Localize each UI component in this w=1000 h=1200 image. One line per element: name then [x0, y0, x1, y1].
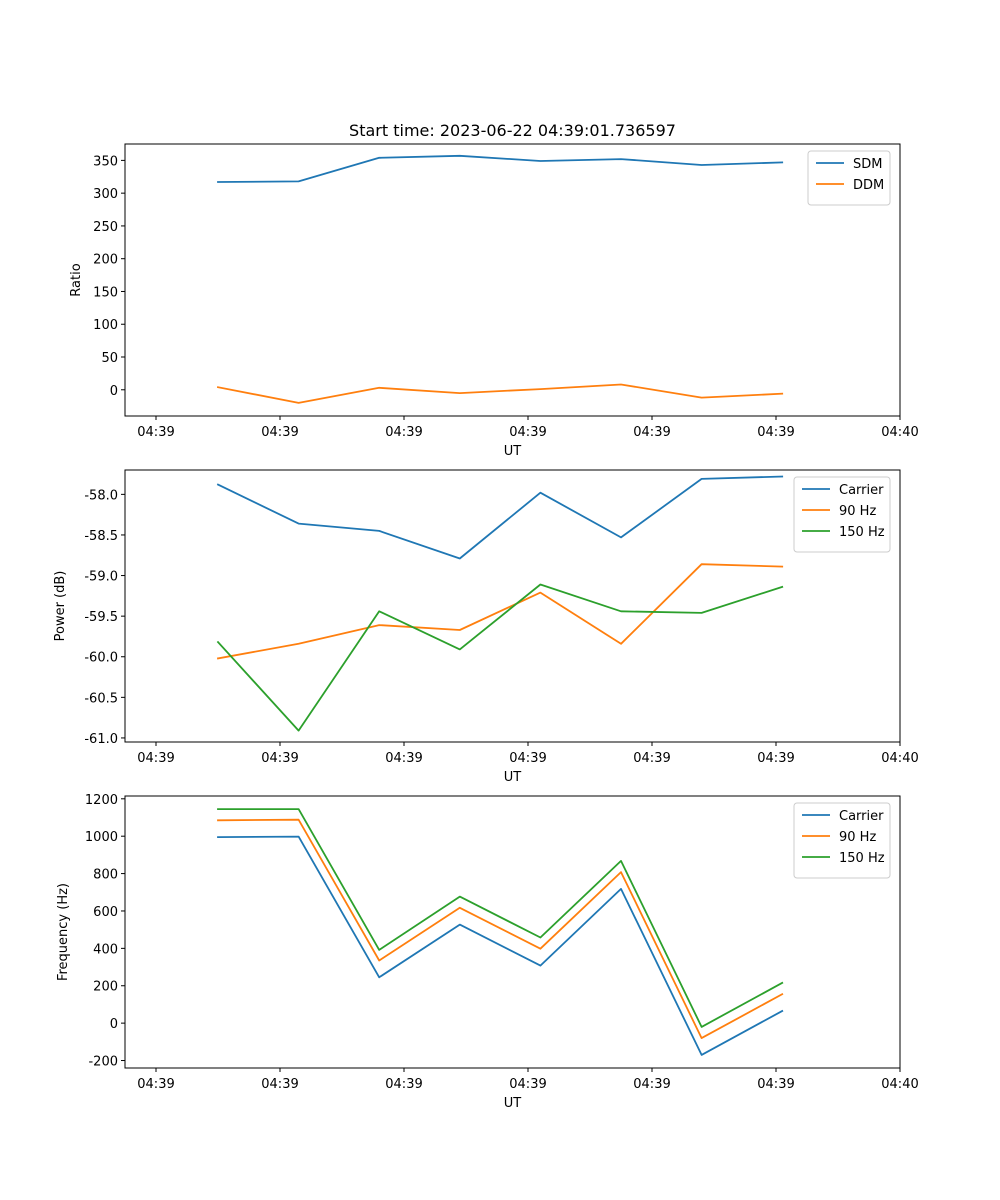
chart-panel-1: Start time: 2023-06-22 04:39:01.736597 04… — [69, 121, 919, 459]
x-tick-label: 04:39 — [137, 425, 174, 440]
y-tick-label: 50 — [101, 351, 118, 366]
x-tick-label: 04:39 — [509, 751, 546, 766]
x-tick-label: 04:39 — [137, 751, 174, 766]
series-line-90-hz — [217, 818, 784, 1039]
series-line-90-hz — [216, 563, 784, 660]
legend-box — [807, 150, 891, 206]
x-tick-label: 04:39 — [261, 425, 298, 440]
series-line-150-hz — [216, 583, 784, 732]
y-tick-label: 0 — [110, 1017, 118, 1032]
y-tick-label: 600 — [93, 905, 118, 920]
y-tick-label: -59.0 — [84, 570, 118, 585]
series-line-ddm — [216, 383, 784, 404]
x-tick-label: 04:40 — [881, 751, 918, 766]
x-axis-label: UT — [504, 770, 522, 785]
x-tick-label: 04:39 — [633, 751, 670, 766]
x-tick-label: 04:39 — [509, 1077, 546, 1092]
x-tick-label: 04:39 — [385, 751, 422, 766]
x-axis-label: UT — [504, 444, 522, 459]
legend: Carrier 90 Hz 150 Hz — [793, 802, 891, 879]
x-tick-label: 04:39 — [509, 425, 546, 440]
y-tick-label: -60.5 — [84, 691, 118, 706]
series-line-carrier — [217, 835, 784, 1056]
legend-label: 90 Hz — [839, 504, 876, 519]
y-tick-label: -59.5 — [84, 610, 118, 625]
legend-label: Carrier — [839, 483, 884, 498]
chart-title: Start time: 2023-06-22 04:39:01.736597 — [349, 121, 676, 140]
x-tick-label: 04:39 — [261, 751, 298, 766]
legend: Carrier 90 Hz 150 Hz — [793, 476, 891, 553]
series-line-150-hz — [217, 808, 784, 1028]
series-line-sdm — [217, 154, 784, 183]
y-tick-label: 1000 — [85, 830, 118, 845]
legend-label: 150 Hz — [839, 525, 885, 540]
y-tick-label: -60.0 — [84, 651, 118, 666]
x-tick-label: 04:39 — [633, 425, 670, 440]
y-tick-label: 400 — [93, 942, 118, 957]
legend-label: 90 Hz — [839, 830, 876, 845]
axes-frame — [124, 795, 901, 1069]
legend-box — [793, 476, 891, 553]
x-tick-label: 04:39 — [385, 425, 422, 440]
y-tick-label: 1200 — [85, 793, 118, 808]
y-tick-label: 0 — [110, 384, 118, 399]
x-tick-label: 04:39 — [757, 425, 794, 440]
y-tick-label: 800 — [93, 868, 118, 883]
series-line-carrier — [216, 475, 784, 560]
x-tick-label: 04:39 — [261, 1077, 298, 1092]
y-tick-label: -58.0 — [84, 488, 118, 503]
y-tick-label: 350 — [93, 154, 118, 169]
axes-frame — [124, 143, 901, 417]
y-tick-label: 250 — [93, 220, 118, 235]
y-tick-label: -58.5 — [84, 529, 118, 544]
legend-box — [793, 802, 891, 879]
legend-label: Carrier — [839, 809, 884, 824]
chart-panel-3: 04:39 04:39 04:39 04:39 04:39 04:39 04:40 -200 0… — [56, 793, 919, 1111]
legend-label: 150 Hz — [839, 851, 885, 866]
x-axis-label: UT — [504, 1096, 522, 1111]
legend-label: SDM — [853, 157, 882, 172]
y-tick-label: 100 — [93, 318, 118, 333]
x-tick-label: 04:40 — [881, 1077, 918, 1092]
x-tick-label: 04:39 — [757, 751, 794, 766]
axes-frame — [124, 469, 901, 743]
legend: SDM DDM — [807, 150, 891, 206]
y-tick-label: -200 — [88, 1055, 118, 1070]
y-axis-label: Ratio — [69, 263, 84, 296]
x-tick-label: 04:39 — [633, 1077, 670, 1092]
y-tick-label: 150 — [93, 285, 118, 300]
x-tick-label: 04:39 — [757, 1077, 794, 1092]
y-axis-label: Frequency (Hz) — [56, 883, 71, 981]
x-tick-label: 04:39 — [385, 1077, 422, 1092]
y-tick-label: -61.0 — [84, 732, 118, 747]
x-tick-label: 04:40 — [881, 425, 918, 440]
y-tick-label: 200 — [93, 253, 118, 268]
x-tick-label: 04:39 — [137, 1077, 174, 1092]
y-axis-label: Power (dB) — [53, 571, 68, 642]
y-tick-label: 300 — [93, 187, 118, 202]
y-tick-label: 200 — [93, 980, 118, 995]
legend-label: DDM — [853, 178, 884, 193]
chart-panel-2: 04:39 04:39 04:39 04:39 04:39 04:39 04:40 -61.0… — [53, 469, 919, 785]
